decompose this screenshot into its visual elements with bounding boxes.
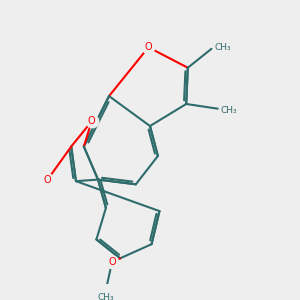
Text: CH₃: CH₃ [220, 106, 237, 115]
Text: O: O [44, 175, 51, 184]
Text: O: O [145, 42, 152, 52]
Text: CH₃: CH₃ [98, 293, 114, 300]
Text: CH₃: CH₃ [214, 43, 231, 52]
Text: O: O [108, 256, 116, 266]
Text: O: O [88, 116, 95, 126]
